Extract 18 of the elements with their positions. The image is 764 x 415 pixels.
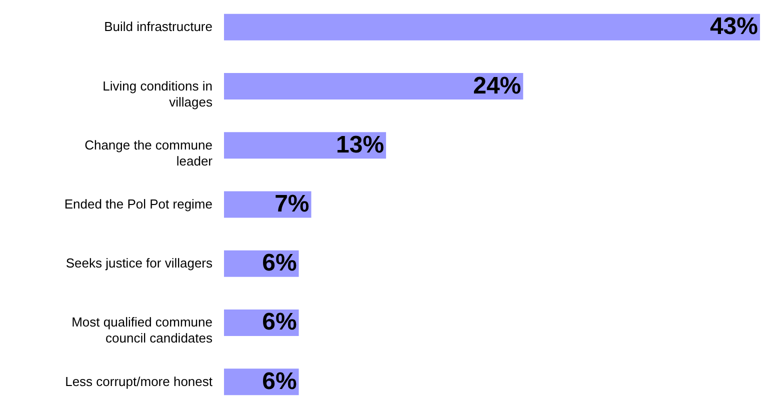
data-label: 13% bbox=[336, 131, 384, 158]
data-label: 43% bbox=[710, 13, 758, 40]
bar bbox=[224, 14, 760, 40]
y-tick-label: Less corrupt/more honest bbox=[65, 374, 213, 389]
bar bbox=[224, 132, 386, 159]
bar bbox=[224, 72, 524, 100]
y-tick-label: Seeks justice for villagers bbox=[66, 256, 213, 271]
y-tick-label: Living conditions in villages bbox=[102, 78, 213, 110]
y-tick-label: Most qualified commune council candidates bbox=[72, 314, 213, 346]
y-tick-label: Change the commune leader bbox=[84, 137, 214, 168]
bar bbox=[224, 191, 312, 218]
y-tick-label: Build infrastructure bbox=[104, 19, 212, 34]
data-label: 6% bbox=[262, 250, 297, 277]
y-tick-label: Ended the Pol Pot regime bbox=[64, 196, 212, 212]
data-label: 7% bbox=[274, 190, 310, 218]
data-label: 6% bbox=[262, 368, 297, 395]
data-label: 24% bbox=[473, 72, 522, 100]
data-label: 6% bbox=[262, 308, 297, 336]
